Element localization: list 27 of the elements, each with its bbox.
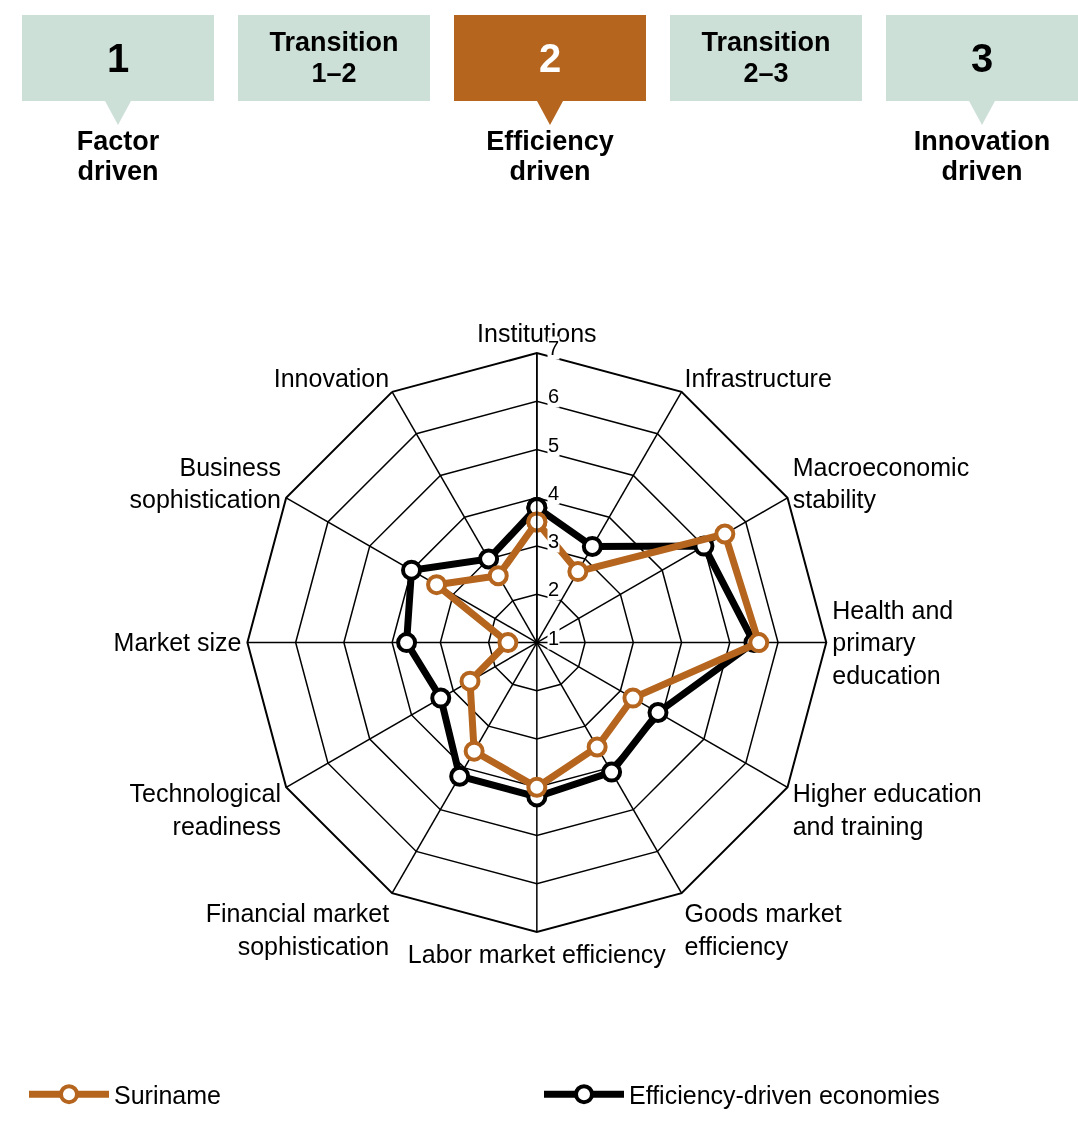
spoke-label: Business sophistication — [129, 452, 281, 514]
legend-label: Suriname — [114, 1080, 221, 1109]
category-label: 3 — [886, 15, 1078, 101]
legend-label: Efficiency-driven economies — [629, 1080, 940, 1109]
y-tick-label: 1 — [548, 627, 560, 649]
spoke-label: Infrastructure — [684, 363, 832, 392]
y-tick-label: 3 — [548, 530, 560, 552]
category-label: 1 — [22, 15, 214, 101]
text: Innovation driven — [913, 126, 1051, 186]
spoke-label: Labor market efficiency — [407, 940, 667, 968]
spoke-label: Macroeconomic stability — [792, 452, 970, 514]
text: Factor driven — [76, 126, 160, 186]
spoke-label: Financial market sophistication — [205, 899, 390, 960]
y-tick-label: 7 — [548, 337, 560, 359]
y-tick-label: 6 — [548, 385, 560, 407]
y-tick-label: 2 — [548, 578, 560, 600]
spoke-label: Health and primary education — [832, 595, 954, 689]
y-tick-label: 4 — [548, 482, 560, 504]
spoke-label: Higher education and training — [792, 779, 982, 840]
y-tick-label: 5 — [548, 434, 560, 456]
category-label: Transition 1–2 — [238, 15, 430, 101]
spoke-label: Technological readiness — [129, 779, 281, 840]
category-label: Transition 2–3 — [670, 15, 862, 101]
spoke-label: Goods market efficiency — [684, 899, 842, 960]
text: Efficiency driven — [486, 126, 614, 186]
spoke-label: Innovation — [273, 363, 390, 392]
spoke-label: Market size — [113, 628, 242, 657]
